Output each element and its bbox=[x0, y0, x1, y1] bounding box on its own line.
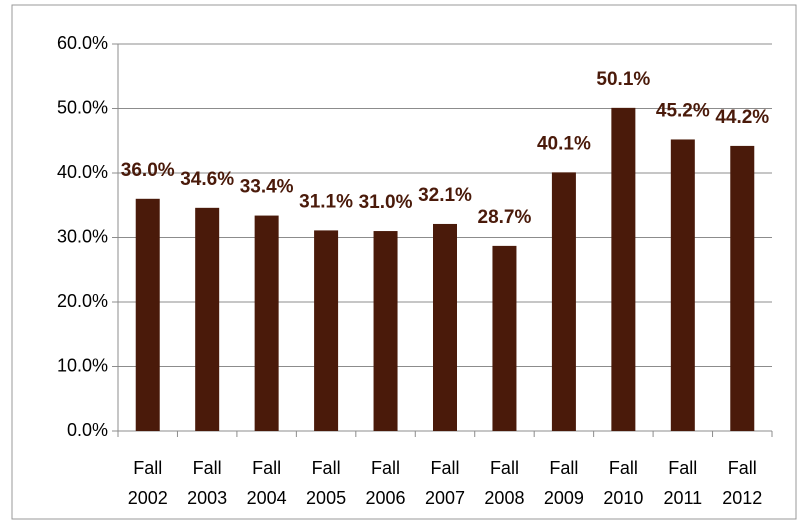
y-tick-label: 50.0% bbox=[57, 97, 108, 117]
y-tick-label: 0.0% bbox=[67, 420, 108, 440]
data-label: 45.2% bbox=[656, 100, 710, 121]
y-tick-label: 10.0% bbox=[57, 355, 108, 375]
bar bbox=[433, 223, 457, 431]
data-label: 40.1% bbox=[537, 133, 591, 154]
x-tick-label: Fall 2010 bbox=[603, 458, 644, 508]
x-tick-label: Fall 2005 bbox=[306, 458, 347, 508]
data-label: 36.0% bbox=[121, 160, 175, 181]
bar bbox=[373, 231, 398, 431]
x-tick-label: Fall 2007 bbox=[424, 458, 466, 508]
bar bbox=[611, 107, 636, 431]
bar bbox=[195, 207, 220, 431]
y-tick-label: 30.0% bbox=[57, 226, 108, 246]
y-tick-label: 40.0% bbox=[57, 162, 108, 182]
x-tick-label: Fall 2008 bbox=[484, 458, 525, 508]
bar bbox=[551, 172, 576, 432]
x-tick-label: Fall 2003 bbox=[187, 458, 228, 508]
bar bbox=[730, 145, 755, 431]
data-label: 28.7% bbox=[478, 207, 532, 228]
data-label: 44.2% bbox=[715, 107, 769, 128]
x-tick-label: Fall 2012 bbox=[722, 458, 763, 508]
data-label: 31.1% bbox=[299, 191, 353, 212]
bar bbox=[314, 230, 339, 431]
x-tick-label: Fall 2002 bbox=[127, 458, 168, 508]
bar bbox=[670, 139, 695, 431]
data-label: 50.1% bbox=[596, 69, 650, 90]
chart-border bbox=[11, 4, 797, 520]
data-label: 32.1% bbox=[418, 185, 472, 206]
y-tick-label: 20.0% bbox=[57, 291, 108, 311]
y-tick-label: 60.0% bbox=[57, 33, 108, 53]
bar bbox=[254, 215, 279, 431]
data-label: 33.4% bbox=[240, 177, 294, 198]
x-tick-label: Fall 2004 bbox=[246, 458, 287, 508]
x-tick-label: Fall 2009 bbox=[543, 458, 584, 508]
x-tick-label: Fall 2011 bbox=[663, 458, 703, 508]
bar bbox=[492, 245, 517, 431]
data-label: 34.6% bbox=[180, 169, 234, 190]
data-label: 31.0% bbox=[359, 192, 413, 213]
x-tick-label: Fall 2006 bbox=[365, 458, 406, 508]
bar bbox=[135, 198, 160, 431]
